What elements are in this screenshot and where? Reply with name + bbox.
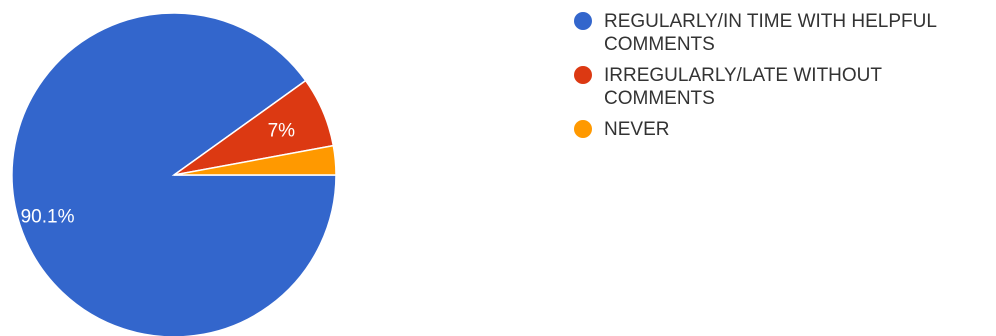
pie-label-regularly: 90.1% bbox=[21, 207, 75, 228]
legend-swatch-never bbox=[574, 120, 592, 138]
legend-item-regularly[interactable]: REGULARLY/IN TIME WITH HELPFUL COMMENTS bbox=[574, 10, 994, 56]
legend-label-regularly: REGULARLY/IN TIME WITH HELPFUL COMMENTS bbox=[604, 11, 937, 55]
legend-label-irregularly: IRREGULARLY/LATE WITHOUT COMMENTS bbox=[604, 65, 882, 109]
legend-label-never: NEVER bbox=[604, 119, 670, 140]
pie-label-irregularly: 7% bbox=[268, 120, 296, 141]
legend-swatch-irregularly bbox=[574, 66, 592, 84]
pie-slice-never[interactable] bbox=[173, 144, 337, 176]
legend: REGULARLY/IN TIME WITH HELPFUL COMMENTS … bbox=[574, 10, 994, 149]
legend-item-never[interactable]: NEVER bbox=[574, 118, 994, 141]
pie-chart: 90.1% 7% bbox=[11, 12, 337, 336]
legend-swatch-regularly bbox=[574, 12, 592, 30]
legend-item-irregularly[interactable]: IRREGULARLY/LATE WITHOUT COMMENTS bbox=[574, 64, 994, 110]
